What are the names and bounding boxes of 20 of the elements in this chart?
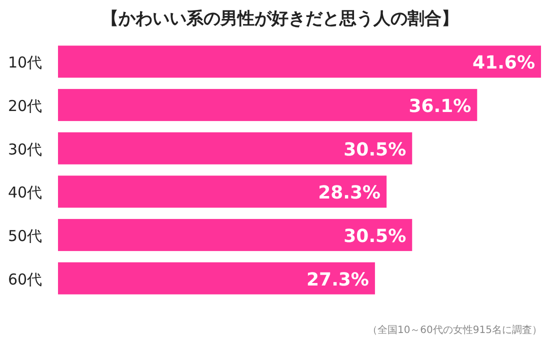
bar [58, 176, 387, 208]
data-label: 36.1% [408, 96, 472, 117]
data-label: 30.5% [344, 139, 406, 160]
data-label: 28.3% [318, 182, 381, 204]
bar [58, 46, 541, 78]
bar [58, 262, 375, 294]
y-tick-label: 50代 [8, 227, 42, 245]
data-label: 30.5% [344, 226, 406, 247]
bar [58, 218, 412, 252]
y-tick-label: 60代 [8, 270, 42, 288]
y-tick-label: 10代 [8, 54, 42, 72]
bar [58, 88, 478, 122]
data-label: 41.6% [472, 52, 535, 74]
y-tick-label: 30代 [8, 140, 42, 158]
chart-title: 【かわいい系の男性が好きだと思う人の割合】 [102, 9, 458, 29]
y-tick-label: 20代 [8, 97, 42, 115]
text: （全国10～60代の女性915名に調査） [367, 324, 542, 336]
data-label: 27.3% [306, 269, 369, 290]
y-tick-label: 40代 [8, 184, 42, 202]
bar [58, 132, 412, 164]
